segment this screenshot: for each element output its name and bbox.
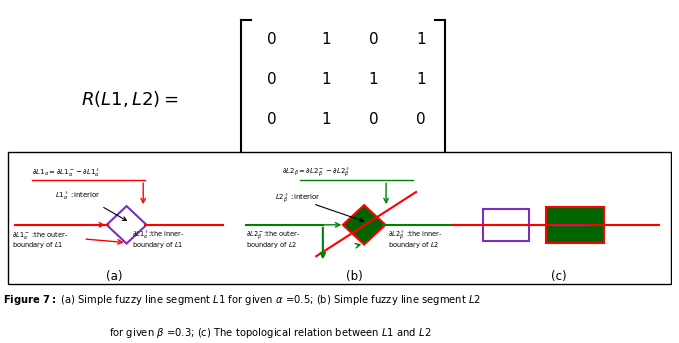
Text: 0: 0 xyxy=(267,72,276,87)
Text: (b): (b) xyxy=(346,270,363,283)
Text: $L1^\circ_\alpha$ :interior: $L1^\circ_\alpha$ :interior xyxy=(55,190,100,202)
Text: $\partial L2^-_\beta$:the outer-: $\partial L2^-_\beta$:the outer- xyxy=(246,229,301,241)
Text: 1: 1 xyxy=(416,32,426,47)
Text: 0: 0 xyxy=(267,112,276,127)
Text: 0: 0 xyxy=(369,32,378,47)
Text: $\partial L1^\circ_\alpha$:the inner-: $\partial L1^\circ_\alpha$:the inner- xyxy=(132,229,185,240)
Text: for given $\beta$ =0.3; (c) The topological relation between $\mathit{L1}$ and $: for given $\beta$ =0.3; (c) The topologi… xyxy=(109,326,431,340)
Text: $L2^\circ_\beta$ :interior: $L2^\circ_\beta$ :interior xyxy=(275,192,320,205)
Text: boundary of $\mathit{L1}$: boundary of $\mathit{L1}$ xyxy=(12,240,64,250)
Text: 1: 1 xyxy=(321,32,331,47)
Text: boundary of $\mathit{L1}$: boundary of $\mathit{L1}$ xyxy=(132,240,183,250)
Text: $\partial L2_\beta=\partial L2^-_\beta-\partial L2^\circ_\beta$: $\partial L2_\beta=\partial L2^-_\beta-\… xyxy=(282,166,350,179)
Polygon shape xyxy=(343,205,386,245)
Text: 1: 1 xyxy=(321,152,331,167)
Text: 0: 0 xyxy=(267,152,276,167)
Text: 1: 1 xyxy=(416,72,426,87)
Bar xyxy=(546,206,604,243)
Text: (c): (c) xyxy=(551,270,567,283)
Text: $\partial L1_\alpha=\partial L1^-_\alpha-\partial L1^\circ_\alpha$: $\partial L1_\alpha=\partial L1^-_\alpha… xyxy=(32,167,100,179)
Text: 0: 0 xyxy=(416,152,426,167)
Text: 0: 0 xyxy=(267,32,276,47)
Bar xyxy=(483,209,529,241)
Text: 1: 1 xyxy=(321,112,331,127)
Text: boundary of $\mathit{L2}$: boundary of $\mathit{L2}$ xyxy=(388,240,439,250)
Text: $\mathbf{Figure\ 7:}$ (a) Simple fuzzy line segment $\mathit{L1}$ for given $\al: $\mathbf{Figure\ 7:}$ (a) Simple fuzzy l… xyxy=(3,294,481,307)
Text: $\partial L2^\circ_\beta$ :the inner-: $\partial L2^\circ_\beta$ :the inner- xyxy=(388,229,443,241)
Text: (a): (a) xyxy=(107,270,123,283)
Text: 1: 1 xyxy=(321,72,331,87)
Text: 0: 0 xyxy=(369,152,378,167)
Text: 0: 0 xyxy=(416,112,426,127)
Text: 1: 1 xyxy=(369,72,378,87)
Text: boundary of $\mathit{L2}$: boundary of $\mathit{L2}$ xyxy=(246,240,297,250)
Text: $R(\mathit{L1},\mathit{L2})=$: $R(\mathit{L1},\mathit{L2})=$ xyxy=(81,90,179,109)
Text: $\partial L1^-_\alpha$ :the outer-: $\partial L1^-_\alpha$ :the outer- xyxy=(12,229,69,240)
Text: 0: 0 xyxy=(369,112,378,127)
Text: .: . xyxy=(455,150,460,168)
